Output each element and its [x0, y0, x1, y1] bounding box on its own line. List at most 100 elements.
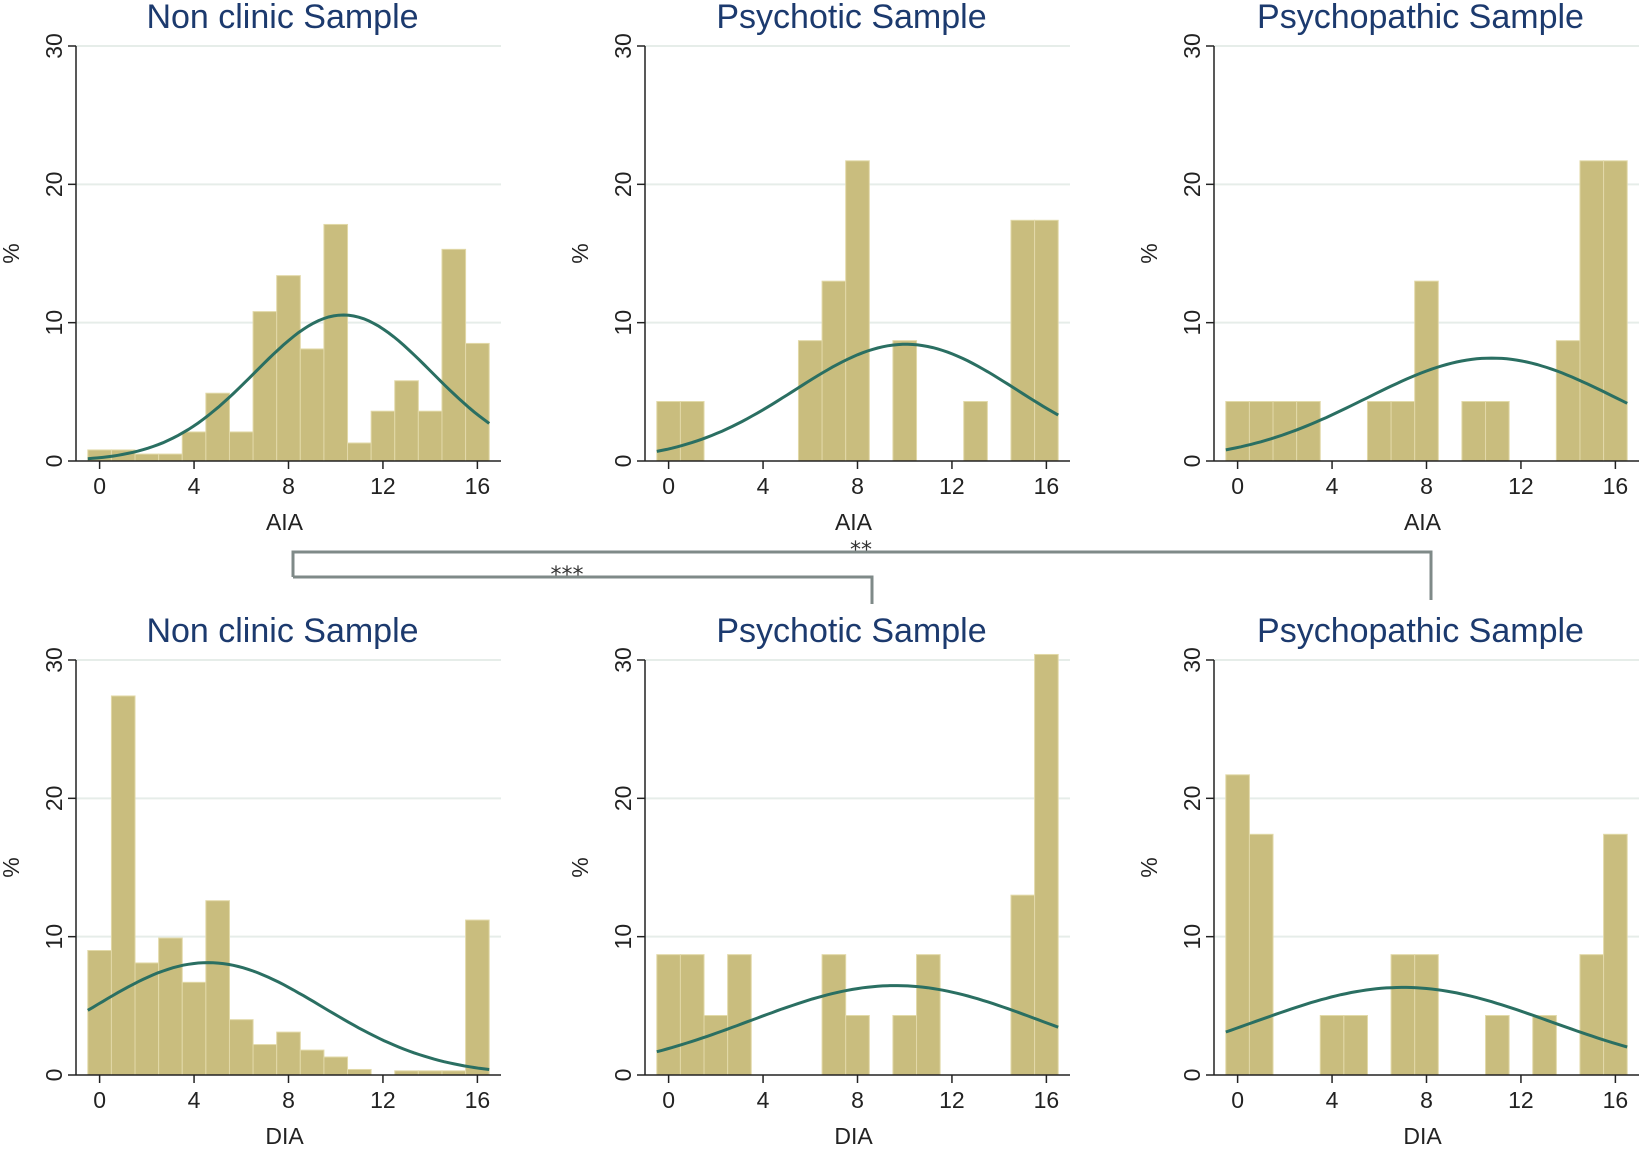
histogram-bar	[158, 937, 183, 1076]
histogram-bar	[821, 954, 847, 1076]
histogram-bar	[1225, 401, 1250, 462]
x-tick-label: 4	[1326, 473, 1339, 499]
histogram-bar	[1366, 401, 1392, 462]
x-axis-label: AIA	[835, 509, 873, 535]
x-tick-label: 8	[1420, 473, 1433, 499]
histogram-bar	[1319, 1015, 1345, 1076]
histogram-bar	[1343, 1015, 1368, 1076]
normal-density-curve	[656, 342, 1059, 453]
histogram-bar	[276, 1031, 301, 1076]
x-tick-label: 0	[93, 1087, 106, 1113]
y-tick-label: 30	[1179, 647, 1205, 673]
panel-title: Non clinic Sample	[146, 0, 418, 36]
x-tick-label: 4	[188, 473, 201, 499]
histogram-bar	[347, 442, 372, 462]
y-tick-label: 30	[41, 647, 67, 673]
x-tick-label: 8	[851, 1087, 864, 1113]
histogram-bar	[370, 410, 396, 462]
y-tick-label: 10	[1179, 924, 1205, 950]
y-tick-label: 20	[610, 786, 636, 812]
panel-title: Psychopathic Sample	[1257, 0, 1584, 36]
x-tick-label: 4	[1326, 1087, 1339, 1113]
panel-title: Non clinic Sample	[146, 612, 418, 650]
histogram-bar	[845, 1015, 870, 1076]
y-axis-label: %	[567, 243, 593, 263]
y-tick-label: 20	[610, 172, 636, 198]
panel-title: Psychotic Sample	[716, 0, 986, 36]
normal-density-curve	[656, 984, 1059, 1054]
histogram-bar	[205, 392, 230, 462]
y-tick-label: 0	[1179, 455, 1205, 468]
significance-label-psychotic: ***	[551, 563, 584, 588]
histogram-bar	[134, 453, 160, 462]
histogram-bar	[703, 1015, 729, 1076]
histogram-bar	[892, 1015, 918, 1076]
histogram-bar	[299, 348, 325, 462]
x-tick-label: 0	[662, 1087, 675, 1113]
histogram-bar	[228, 431, 254, 462]
x-tick-label: 12	[1508, 1087, 1534, 1113]
y-tick-label: 0	[41, 1069, 67, 1082]
y-axis-label: %	[567, 857, 593, 877]
panel-bottom-right: 0 10 20 30 0 4 8 12 16 DIA% Psychopathic Sample	[1136, 612, 1639, 1149]
histogram-bar	[394, 380, 419, 462]
significance-label-psychopathic: **	[850, 538, 872, 563]
histogram-bar	[656, 954, 681, 1076]
x-tick-label: 8	[282, 1087, 295, 1113]
histogram-bar	[1461, 401, 1487, 462]
histogram-bar	[916, 954, 941, 1076]
histogram-bar	[441, 248, 467, 462]
y-tick-label: 0	[610, 455, 636, 468]
y-axis-label: %	[1136, 243, 1162, 263]
y-tick-label: 30	[1179, 33, 1205, 59]
histogram-bar	[158, 453, 183, 462]
x-tick-label: 16	[465, 1087, 491, 1113]
histogram-bar	[299, 1049, 325, 1076]
x-axis-label: AIA	[1404, 509, 1442, 535]
histogram-bar	[1034, 653, 1059, 1076]
histogram-bar	[228, 1019, 254, 1076]
histogram-bar	[205, 900, 230, 1076]
histogram-bar	[1010, 894, 1036, 1076]
histogram-bar	[1579, 160, 1605, 462]
y-tick-label: 0	[41, 455, 67, 468]
y-tick-label: 20	[41, 786, 67, 812]
histogram-bar	[465, 342, 490, 462]
histogram-bar	[1485, 1015, 1510, 1076]
y-tick-label: 0	[610, 1069, 636, 1082]
x-tick-label: 4	[757, 1087, 770, 1113]
histogram-bar	[1485, 401, 1510, 462]
x-tick-label: 16	[1034, 473, 1060, 499]
y-tick-label: 10	[41, 310, 67, 336]
x-tick-label: 0	[1231, 1087, 1244, 1113]
x-tick-label: 4	[188, 1087, 201, 1113]
x-axis-label: DIA	[265, 1123, 304, 1149]
x-tick-label: 0	[1231, 473, 1244, 499]
y-tick-label: 0	[1179, 1069, 1205, 1082]
histogram-bar	[1390, 954, 1416, 1076]
histogram-bar	[323, 1056, 349, 1076]
histogram-bar	[1248, 833, 1274, 1076]
x-tick-label: 8	[851, 473, 864, 499]
panel-top-middle: 0 10 20 30 0 4 8 12 16 AIA% Psychotic Sample	[567, 0, 1070, 535]
panel-top-left: 0 10 20 30 0 4 8 12 16 AIA% Non clinic Sample	[0, 0, 501, 535]
x-tick-label: 12	[370, 473, 396, 499]
histogram-bar	[276, 275, 301, 462]
x-axis-label: DIA	[1403, 1123, 1442, 1149]
y-tick-label: 10	[41, 924, 67, 950]
histogram-bar	[1390, 401, 1416, 462]
histogram-bar	[1414, 954, 1439, 1076]
histogram-bar	[134, 962, 160, 1076]
histogram-bar	[1603, 833, 1628, 1076]
x-tick-label: 4	[757, 473, 770, 499]
panel-title: Psychopathic Sample	[1257, 612, 1584, 650]
y-tick-label: 30	[610, 33, 636, 59]
histogram-bar	[1248, 401, 1274, 462]
histogram-bar	[845, 160, 870, 462]
x-tick-label: 16	[1034, 1087, 1060, 1113]
histogram-bar	[1034, 219, 1059, 462]
y-tick-label: 10	[610, 924, 636, 950]
normal-density-curve	[87, 313, 491, 461]
y-axis-label: %	[0, 857, 24, 877]
